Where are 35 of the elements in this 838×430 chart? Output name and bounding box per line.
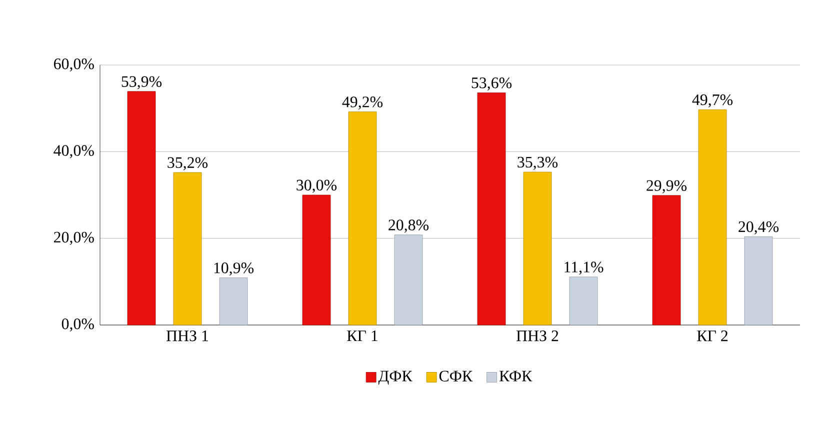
bar (127, 91, 156, 326)
bar (302, 194, 331, 326)
legend-label: СФК (439, 370, 473, 382)
data-label: 11,1% (564, 262, 604, 275)
bar (348, 112, 377, 326)
y-tick-label: 0,0% (62, 318, 94, 332)
bar (652, 195, 681, 326)
bar (523, 172, 552, 326)
y-tick-label: 40,0% (54, 145, 94, 158)
bar (569, 276, 598, 326)
x-tick-label: КГ 1 (347, 330, 378, 342)
legend-label: ДФК (378, 370, 412, 385)
bar (477, 92, 506, 326)
data-label: 10,9% (214, 262, 254, 276)
legend-label: КФК (499, 370, 532, 382)
data-label: 53,6% (472, 77, 512, 91)
data-label: 49,2% (342, 96, 383, 110)
data-label: 35,2% (168, 157, 208, 170)
x-tick-label: ПНЗ 2 (516, 330, 558, 342)
x-tick-label: ПНЗ 1 (166, 330, 208, 342)
bar (173, 172, 202, 326)
data-label: 20,8% (388, 220, 429, 233)
y-tick-label: 60,0% (54, 58, 94, 72)
data-label: 49,7% (692, 94, 733, 108)
data-label: 53,9% (122, 76, 162, 90)
bar (219, 278, 248, 326)
data-label: 35,3% (518, 156, 558, 170)
bar (698, 109, 727, 326)
data-label: 20,4% (738, 221, 779, 234)
bar (394, 234, 423, 326)
data-label: 29,9% (646, 180, 687, 194)
data-label: 30,0% (296, 180, 337, 193)
x-tick-label: КГ 2 (697, 330, 728, 342)
bar (744, 236, 773, 326)
y-tick-label: 20,0% (54, 232, 94, 245)
